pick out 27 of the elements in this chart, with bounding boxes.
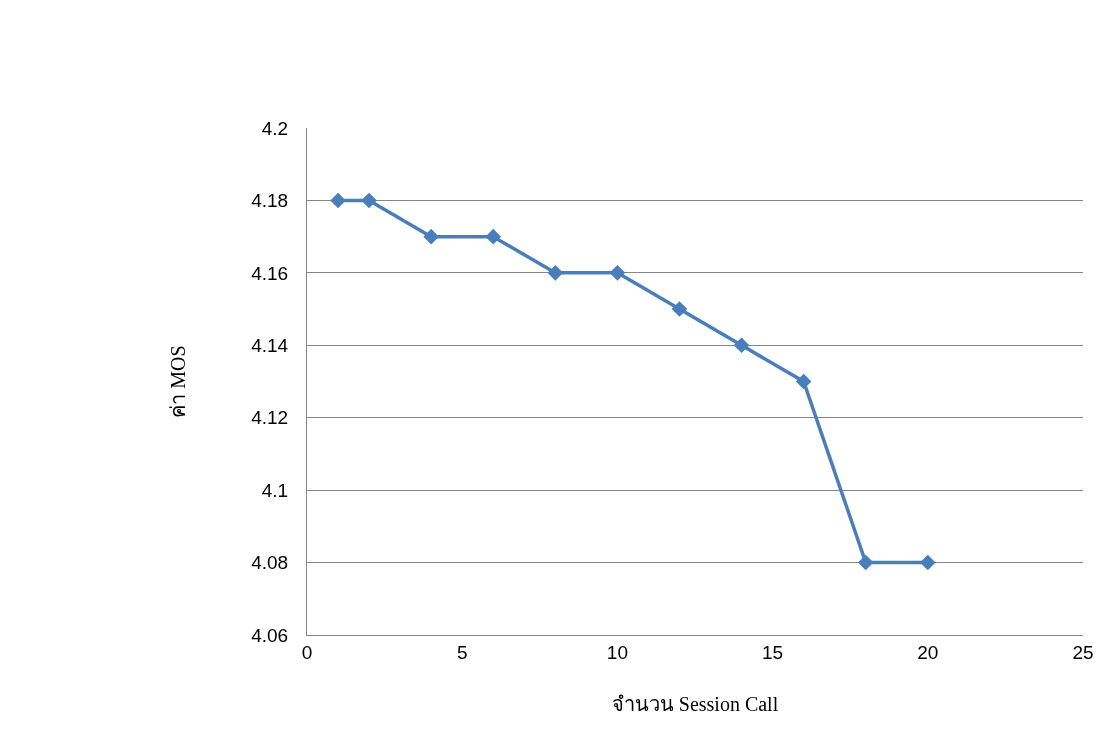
point xyxy=(361,192,377,209)
point xyxy=(423,228,439,245)
y-tick-label: 4.06 xyxy=(251,624,289,646)
y-axis-title: ค่า MOS xyxy=(166,345,189,418)
x-axis-title: จำนวน Session Call xyxy=(611,693,779,716)
point xyxy=(671,301,688,317)
point xyxy=(547,265,564,281)
point xyxy=(609,265,626,281)
point xyxy=(733,337,750,354)
y-tick-label: 4.18 xyxy=(251,190,289,212)
point xyxy=(857,554,874,571)
x-tick-label: 20 xyxy=(917,641,939,663)
point xyxy=(920,554,936,571)
y-tick-label: 4.14 xyxy=(251,334,289,356)
y-tick-label: 4.1 xyxy=(261,479,289,501)
y-tick-label: 4.16 xyxy=(251,262,289,284)
point xyxy=(330,192,346,209)
y-tick-label: 4.08 xyxy=(251,552,289,574)
x-tick-label: 25 xyxy=(1072,641,1094,663)
point xyxy=(485,228,502,245)
x-tick-label: 15 xyxy=(762,641,784,663)
x-tick-label: 0 xyxy=(301,641,313,663)
y-tick-label: 4.12 xyxy=(251,407,289,429)
point xyxy=(795,373,812,390)
x-tick-label: 5 xyxy=(456,641,468,663)
x-tick-label: 10 xyxy=(606,641,628,663)
y-tick-label: 4.2 xyxy=(261,117,289,139)
